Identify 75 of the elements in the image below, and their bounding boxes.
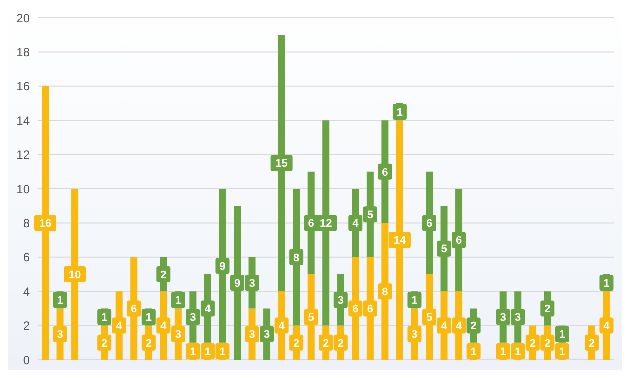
y-tick-label: 8 bbox=[23, 216, 30, 230]
data-label: 6 bbox=[456, 235, 462, 248]
y-tick-label: 10 bbox=[16, 182, 30, 196]
data-label: 3 bbox=[264, 329, 270, 342]
data-label: 1 bbox=[175, 295, 182, 307]
y-tick-label: 2 bbox=[23, 319, 30, 334]
data-label: 9 bbox=[234, 278, 241, 290]
data-label: 16 bbox=[39, 218, 52, 230]
data-label: 2 bbox=[588, 338, 596, 350]
data-label: 10 bbox=[68, 269, 82, 282]
data-label: 9 bbox=[220, 260, 226, 273]
y-tick-label: 18 bbox=[16, 45, 30, 60]
data-label: 1 bbox=[559, 346, 566, 358]
data-label: 5 bbox=[441, 244, 448, 256]
y-tick-label: 6 bbox=[23, 250, 30, 265]
data-label: 6 bbox=[308, 218, 314, 230]
data-label: 12 bbox=[320, 218, 332, 230]
y-tick-label: 4 bbox=[23, 284, 30, 299]
data-label: 2 bbox=[102, 338, 108, 350]
y-tick-label: 0 bbox=[23, 353, 30, 368]
data-label: 3 bbox=[515, 312, 522, 324]
data-label: 5 bbox=[308, 312, 314, 324]
data-label: 4 bbox=[604, 320, 611, 333]
data-label: 3 bbox=[175, 329, 182, 342]
data-label: 4 bbox=[441, 320, 448, 333]
data-label: 1 bbox=[470, 346, 477, 358]
data-label: 6 bbox=[367, 304, 374, 316]
data-label: 1 bbox=[559, 329, 566, 342]
data-label: 4 bbox=[278, 320, 286, 333]
data-label: 1 bbox=[500, 346, 506, 358]
data-label: 5 bbox=[367, 210, 374, 222]
data-label: 14 bbox=[394, 235, 407, 248]
data-label: 1 bbox=[204, 346, 212, 358]
data-label: 3 bbox=[500, 312, 506, 324]
data-label: 6 bbox=[382, 166, 388, 179]
data-label: 4 bbox=[160, 320, 168, 333]
data-label: 1 bbox=[220, 346, 226, 358]
data-label: 2 bbox=[160, 269, 167, 282]
data-label: 1 bbox=[57, 295, 64, 307]
data-label: 1 bbox=[604, 278, 610, 290]
data-label: 8 bbox=[382, 286, 388, 298]
data-label: 15 bbox=[276, 158, 288, 170]
data-label: 1 bbox=[146, 312, 152, 324]
data-label: 6 bbox=[426, 218, 433, 230]
data-label: 1 bbox=[102, 312, 108, 324]
data-label: 3 bbox=[249, 329, 256, 342]
data-label: 2 bbox=[146, 338, 152, 350]
data-label: 2 bbox=[544, 338, 551, 350]
data-label: 6 bbox=[131, 304, 138, 316]
y-tick-label: 20 bbox=[16, 11, 30, 26]
y-tick-label: 14 bbox=[16, 114, 30, 128]
data-label: 1 bbox=[412, 295, 418, 307]
data-label: 4 bbox=[116, 320, 124, 333]
data-label: 3 bbox=[338, 295, 344, 307]
data-label: 2 bbox=[294, 338, 300, 350]
data-label: 2 bbox=[323, 338, 330, 350]
data-label: 2 bbox=[530, 338, 536, 350]
data-label: 4 bbox=[204, 304, 212, 316]
data-label: 3 bbox=[57, 329, 64, 342]
y-tick-label: 16 bbox=[16, 80, 30, 94]
data-label: 6 bbox=[352, 304, 359, 316]
data-label: 4 bbox=[456, 320, 463, 333]
data-label: 2 bbox=[338, 338, 344, 350]
y-tick-label: 12 bbox=[16, 148, 30, 162]
data-label: 2 bbox=[470, 320, 477, 333]
data-label: 1 bbox=[190, 346, 196, 358]
data-label: 1 bbox=[396, 106, 404, 119]
data-label: 1 bbox=[515, 346, 522, 358]
data-label: 3 bbox=[190, 312, 196, 324]
data-label: 3 bbox=[249, 278, 256, 290]
data-label: 3 bbox=[412, 329, 418, 342]
data-label: 2 bbox=[544, 304, 551, 316]
data-label: 8 bbox=[294, 252, 300, 264]
data-label: 5 bbox=[426, 312, 433, 324]
data-label: 4 bbox=[352, 218, 360, 230]
